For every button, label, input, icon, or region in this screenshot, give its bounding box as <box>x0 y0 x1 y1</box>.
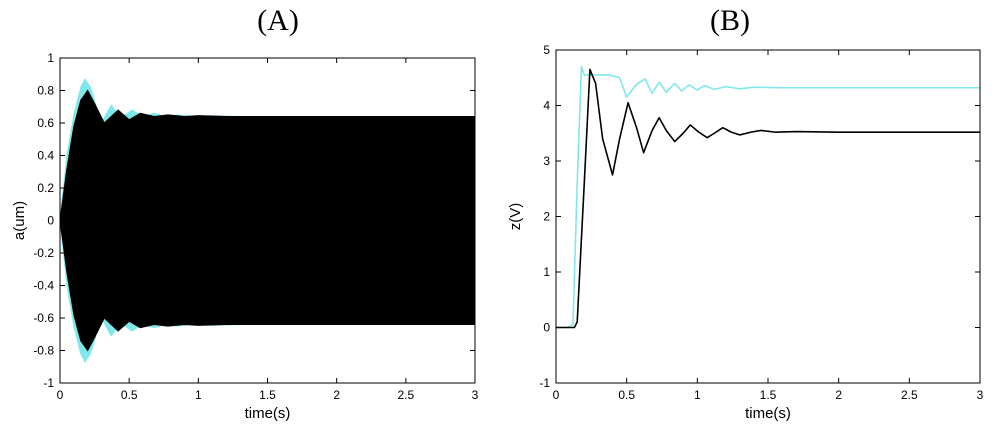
y-tick-label: -1 <box>43 376 54 390</box>
x-tick-label: 2 <box>835 388 842 402</box>
panel-b-frame <box>555 49 981 384</box>
y-tick-label: -0.6 <box>33 311 54 325</box>
x-tick-label: 0.5 <box>618 388 635 402</box>
x-tick-label: 1 <box>195 388 202 402</box>
x-tick-label: 0 <box>553 388 560 402</box>
panel-b-series-1-line <box>556 65 980 329</box>
y-tick-label: 0 <box>543 321 550 335</box>
panel-b-label: (B) <box>710 4 750 37</box>
panel-b-y-axis-title: z(V) <box>507 203 524 231</box>
x-tick-label: 0 <box>57 388 64 402</box>
panel-b-series-2-line <box>556 68 980 329</box>
x-tick-label: 3 <box>472 388 479 402</box>
x-tick-label: 2.5 <box>901 388 918 402</box>
x-tick-label: 2.5 <box>397 388 414 402</box>
panel-a-y-axis-title: a(um) <box>11 201 28 240</box>
y-tick-label: 0.8 <box>37 84 54 98</box>
panel-a-x-axis-title: time(s) <box>245 405 291 422</box>
y-tick-label: 5 <box>543 43 550 57</box>
y-tick-label: 0.2 <box>37 181 54 195</box>
y-tick-label: 1 <box>47 51 54 65</box>
y-tick-label: 2 <box>543 210 550 224</box>
y-tick-label: -0.4 <box>33 279 54 293</box>
x-tick-label: 0.5 <box>121 388 138 402</box>
panel-b-x-axis-title: time(s) <box>745 405 791 422</box>
y-tick-label: 1 <box>543 265 550 279</box>
x-tick-label: 1.5 <box>259 388 276 402</box>
y-tick-label: 4 <box>543 99 550 113</box>
y-tick-label: 0.6 <box>37 116 54 130</box>
y-tick-label: 0.4 <box>37 149 54 163</box>
x-tick-label: 1.5 <box>760 388 777 402</box>
y-tick-label: -1 <box>539 376 550 390</box>
panel-a-series-2-envelope <box>59 89 476 352</box>
x-tick-label: 3 <box>977 388 984 402</box>
y-tick-label: -0.2 <box>33 246 54 260</box>
y-tick-label: -0.8 <box>33 344 54 358</box>
x-tick-label: 2 <box>333 388 340 402</box>
y-tick-label: 0 <box>47 214 54 228</box>
y-tick-label: 3 <box>543 154 550 168</box>
panel-a-label: (A) <box>257 4 299 37</box>
x-tick-label: 1 <box>694 388 701 402</box>
